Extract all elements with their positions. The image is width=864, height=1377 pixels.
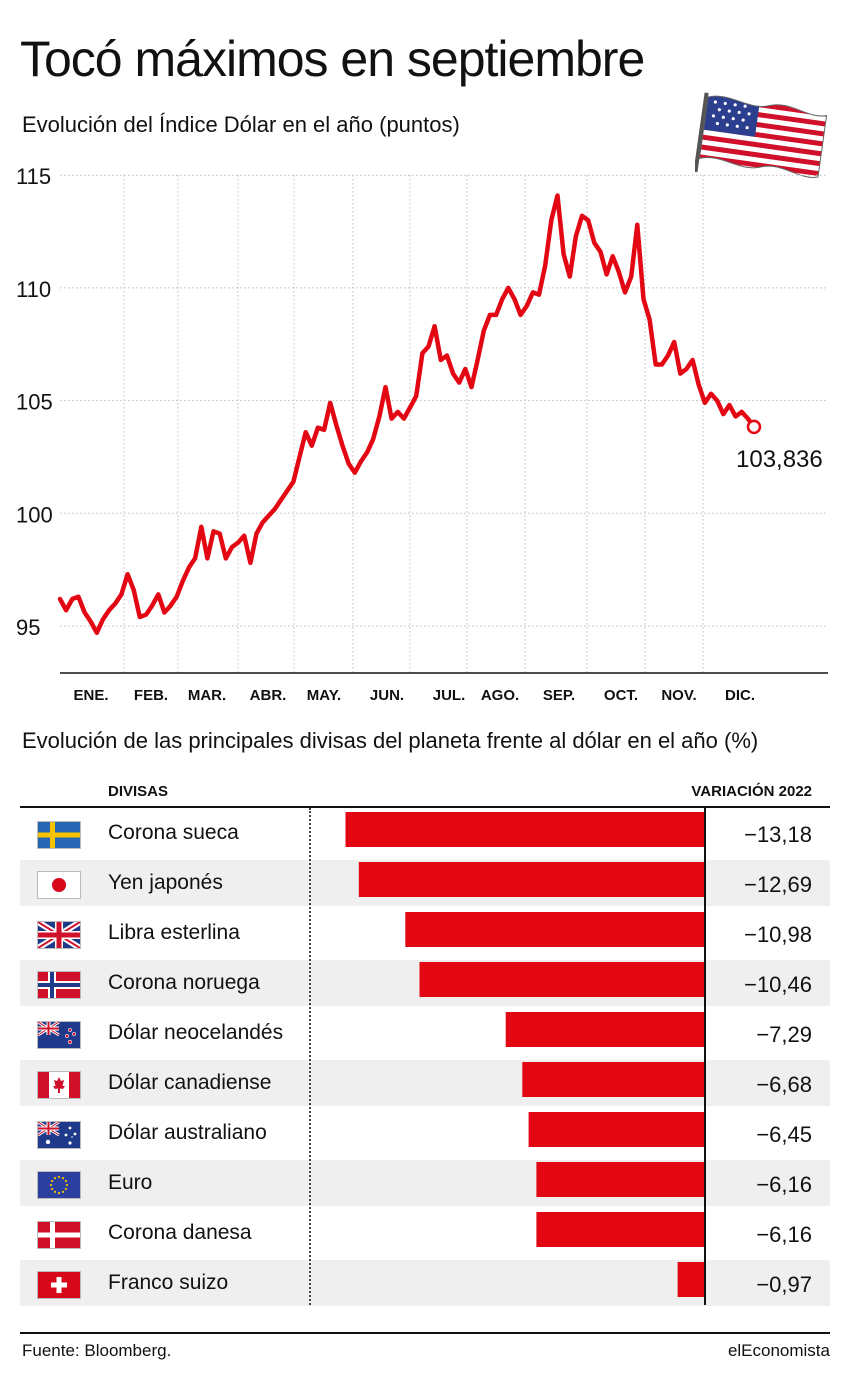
variation-bar [405, 912, 704, 947]
currency-name: Libra esterlina [108, 921, 240, 944]
currency-name: Dólar canadiense [108, 1071, 272, 1094]
line-chart-subtitle: Evolución del Índice Dólar en el año (pu… [22, 112, 460, 137]
us-flag-icon [695, 92, 828, 179]
table-divider-dotted [309, 808, 311, 1305]
page-title: Tocó máximos en septiembre [20, 31, 645, 87]
currency-name: Corona danesa [108, 1221, 252, 1244]
y-tick-label: 100 [16, 502, 53, 527]
currency-name: Franco suizo [108, 1271, 229, 1294]
dollar-index-series-line [57, 193, 757, 636]
x-tick-label: DIC. [725, 687, 755, 704]
variation-bar [505, 1012, 704, 1047]
column-header-variacion: VARIACIÓN 2022 [691, 783, 812, 800]
uk-flag-icon [38, 922, 80, 948]
y-tick-label: 105 [16, 390, 53, 415]
table-row: Libra esterlina −10,98 [20, 910, 830, 956]
x-tick-label: MAR. [188, 687, 226, 704]
x-tick-label: NOV. [661, 687, 696, 704]
variation-bar [522, 1062, 704, 1097]
x-tick-label: FEB. [134, 687, 168, 704]
variation-value: −10,98 [744, 922, 812, 947]
australia-flag-icon [38, 1122, 80, 1148]
variation-value: −0,97 [756, 1272, 812, 1297]
variation-value: −6,45 [756, 1122, 812, 1147]
y-tick-label: 115 [16, 164, 51, 189]
denmark-flag-icon [38, 1222, 80, 1248]
japan-flag-icon [38, 872, 80, 898]
switzerland-flag-icon [38, 1272, 80, 1298]
last-value-marker [746, 419, 762, 435]
eu-flag-icon [38, 1172, 80, 1198]
sweden-flag-icon [38, 822, 80, 848]
bar-zero-baseline [704, 808, 706, 1305]
norway-flag-icon [38, 972, 80, 998]
variation-value: −6,16 [756, 1172, 812, 1197]
currency-name: Corona sueca [108, 821, 239, 844]
x-tick-label: OCT. [604, 687, 638, 704]
table-top-rule [20, 806, 830, 808]
table-row: Dólar neocelandés −7,29 [20, 1010, 830, 1056]
variation-bar [419, 962, 704, 997]
variation-bar [528, 1112, 704, 1147]
variation-bar [536, 1212, 704, 1247]
variation-value: −12,69 [744, 872, 812, 897]
bar-chart-title: Evolución de las principales divisas del… [22, 728, 759, 753]
currency-name: Yen japonés [108, 871, 223, 894]
table-row: Dólar australiano −6,45 [20, 1110, 830, 1156]
dollar-index-line-chart: 95 100 105 110 115 ENE. FEB. MAR. ABR. MAY. JUN. J… [16, 164, 828, 704]
variation-bar [358, 862, 704, 897]
x-tick-label: ABR. [250, 687, 287, 704]
new-zealand-flag-icon [38, 1022, 80, 1048]
x-tick-label: MAY. [307, 687, 341, 704]
variation-value: −6,16 [756, 1222, 812, 1247]
canada-flag-icon [38, 1072, 80, 1098]
footer-rule [20, 1332, 830, 1334]
table-row: Corona sueca −13,18 [20, 810, 830, 856]
variation-value: −6,68 [756, 1072, 812, 1097]
currency-name: Euro [108, 1171, 153, 1194]
variation-value: −13,18 [744, 822, 812, 847]
source-note: Fuente: Bloomberg. [22, 1341, 172, 1360]
variation-value: −7,29 [756, 1022, 812, 1047]
y-tick-label: 95 [16, 615, 40, 640]
currency-name: Corona noruega [108, 971, 260, 994]
x-tick-label: JUL. [433, 687, 466, 704]
column-header-divisas: DIVISAS [108, 783, 169, 800]
variation-bar [677, 1262, 704, 1297]
table-row: Corona danesa −6,16 [20, 1210, 830, 1256]
x-tick-label: ENE. [73, 687, 108, 704]
last-value-label: 103,836 [736, 446, 823, 473]
variation-bar [345, 812, 704, 847]
y-tick-label: 110 [16, 277, 51, 302]
x-tick-label: SEP. [543, 687, 575, 704]
x-tick-label: JUN. [370, 687, 404, 704]
variation-bar [536, 1162, 704, 1197]
x-tick-label: AGO. [481, 687, 519, 704]
currency-bars [345, 812, 704, 1297]
currency-name: Dólar australiano [108, 1121, 267, 1144]
brand-logo-text: elEconomista [727, 1341, 830, 1360]
variation-value: −10,46 [744, 972, 812, 997]
currency-name: Dólar neocelandés [108, 1021, 284, 1044]
